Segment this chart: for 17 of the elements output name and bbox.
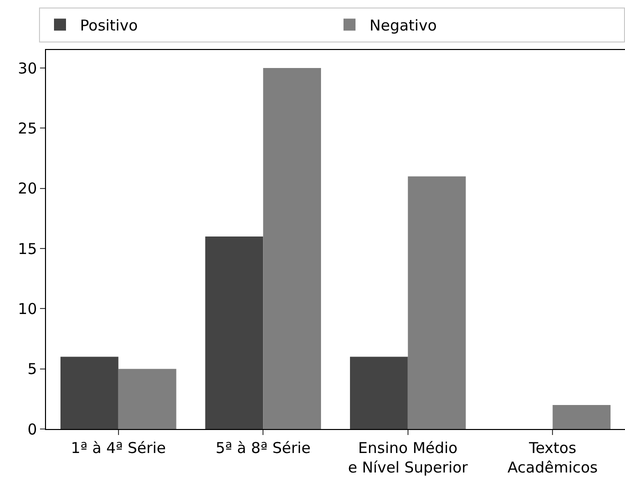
bar (408, 176, 466, 429)
y-tick-label: 30 (18, 59, 37, 78)
y-tick-label: 0 (27, 420, 37, 438)
x-tick-label: 1ª à 4ª Série (70, 439, 166, 457)
y-tick-label: 20 (18, 180, 37, 198)
y-tick-label: 15 (18, 240, 37, 258)
x-tick-label: 5ª à 8ª Série (216, 439, 311, 457)
x-tick-label: Textos Acadêmicos (508, 439, 598, 476)
legend-label: Negativo (370, 16, 437, 35)
x-tick-label: Ensino Médio e Nível Superior (348, 439, 469, 476)
bar (118, 368, 176, 429)
y-tick-label: 10 (18, 300, 37, 318)
y-tick-label: 25 (18, 119, 37, 138)
bar (263, 68, 322, 429)
bar (552, 404, 611, 429)
y-tick-label: 5 (27, 360, 37, 378)
legend-label: Positivo (80, 16, 138, 35)
